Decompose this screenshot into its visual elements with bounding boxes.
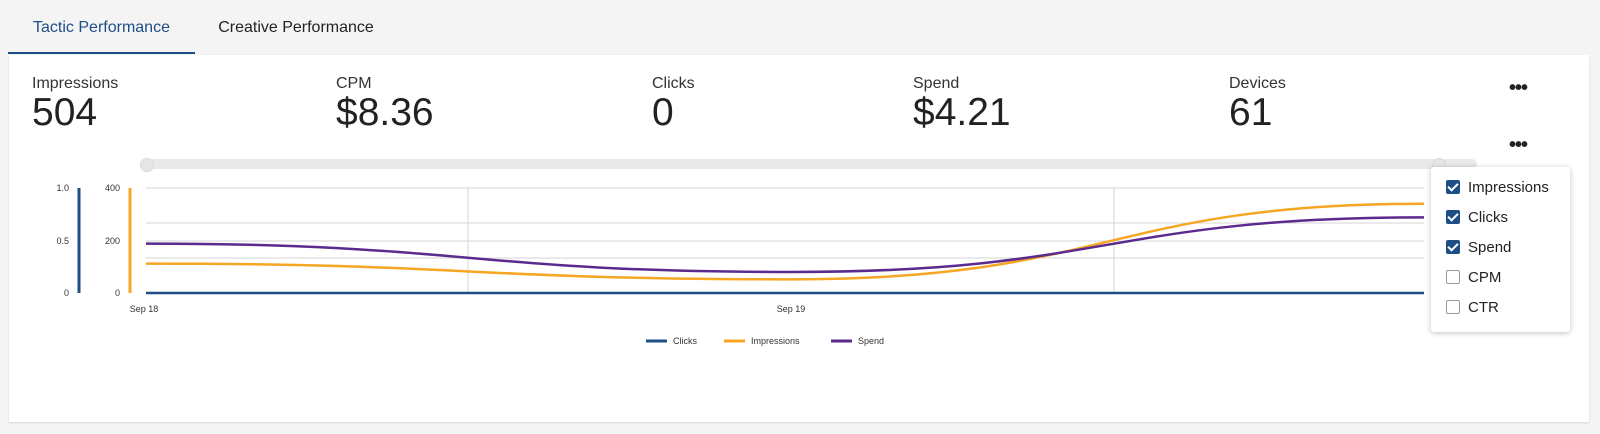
- option-label: CTR: [1468, 298, 1499, 316]
- chart-legend: Clicks Impressions Spend: [646, 336, 884, 346]
- chart-axes: 1.0 0.5 0 400 200 0 Sep 18 Sep 19: [56, 183, 805, 314]
- tab-tactic-performance[interactable]: Tactic Performance: [8, 0, 195, 54]
- series-line-impressions: [145, 202, 1425, 281]
- range-slider-start-handle[interactable]: [140, 158, 154, 172]
- metric-clicks: Clicks 0: [652, 75, 695, 133]
- checkbox[interactable]: [1446, 270, 1460, 284]
- y-tick-label-right: 0: [115, 288, 120, 298]
- series-selector-dropdown: Impressions Clicks Spend CPM CTR: [1431, 167, 1570, 332]
- y-tick-label-right: 400: [105, 183, 120, 193]
- metric-value: $4.21: [913, 91, 1011, 134]
- metric-cpm: CPM $8.36: [336, 75, 434, 133]
- metric-label: CPM: [336, 75, 372, 92]
- metric-value: 504: [32, 91, 98, 134]
- tab-creative-performance[interactable]: Creative Performance: [218, 19, 374, 36]
- series-option-cpm[interactable]: CPM: [1446, 266, 1501, 288]
- x-tick-label: Sep 19: [777, 304, 806, 314]
- option-label: CPM: [1468, 268, 1502, 286]
- option-label: Clicks: [1468, 208, 1508, 226]
- chart-lines: [145, 202, 1425, 295]
- metric-value: 0: [652, 91, 674, 134]
- series-line-spend: [145, 216, 1425, 274]
- range-slider-track[interactable]: [147, 159, 1477, 169]
- y-tick-label-right: 200: [105, 236, 120, 246]
- metric-spend: Spend $4.21: [913, 75, 1011, 133]
- chart-grid: [146, 187, 1424, 294]
- checkbox[interactable]: [1446, 180, 1460, 194]
- series-option-ctr[interactable]: CTR: [1446, 296, 1499, 318]
- checkbox[interactable]: [1446, 210, 1460, 224]
- metric-value: 61: [1229, 91, 1273, 134]
- y-tick-label-left: 0.5: [56, 236, 69, 246]
- checkbox[interactable]: [1446, 240, 1460, 254]
- line-chart: 1.0 0.5 0 400 200 0 Sep 18 Sep 19 Clicks Impress…: [56, 183, 1425, 346]
- option-label: Impressions: [1468, 178, 1549, 196]
- performance-card: Impressions 504 CPM $8.36 Clicks 0 Spend…: [9, 55, 1589, 422]
- metric-value: $8.36: [336, 91, 434, 134]
- metric-impressions: Impressions 504: [32, 75, 118, 133]
- metric-devices: Devices 61: [1229, 75, 1286, 133]
- y-tick-label-left: 0: [64, 288, 69, 298]
- legend-label: Clicks: [673, 336, 697, 346]
- metric-label: Clicks: [652, 75, 695, 92]
- x-tick-label: Sep 18: [130, 304, 159, 314]
- metric-label: Devices: [1229, 75, 1286, 92]
- series-option-impressions[interactable]: Impressions: [1446, 176, 1549, 198]
- y-tick-label-left: 1.0: [56, 183, 69, 193]
- metric-label: Spend: [913, 75, 960, 92]
- legend-label: Impressions: [751, 336, 800, 346]
- checkbox[interactable]: [1446, 300, 1460, 314]
- legend-label: Spend: [858, 336, 884, 346]
- series-option-spend[interactable]: Spend: [1446, 236, 1511, 258]
- series-option-clicks[interactable]: Clicks: [1446, 206, 1508, 228]
- metric-label: Impressions: [32, 75, 119, 92]
- option-label: Spend: [1468, 238, 1512, 256]
